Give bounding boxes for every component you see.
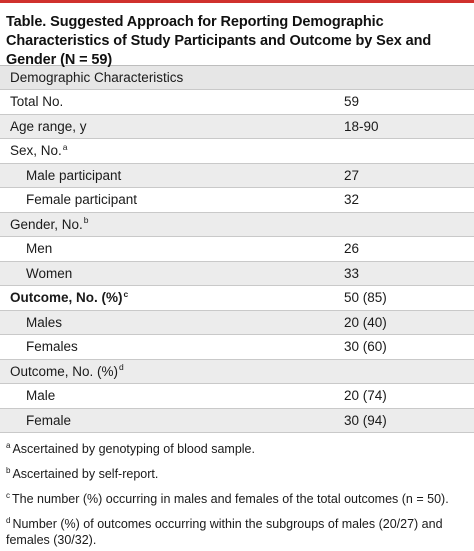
table-footnotes: a Ascertained by genotyping of blood samp… — [0, 441, 474, 548]
row-value: 26 — [344, 241, 360, 257]
footnote-mark: c — [123, 288, 129, 299]
table-row: Outcome, No. (%)d — [0, 359, 474, 384]
table-row: Women 33 — [0, 261, 474, 286]
footnote-b: b Ascertained by self-report. — [6, 466, 474, 482]
row-value: 20 (74) — [344, 388, 387, 404]
demographics-table: Demographic Characteristics Total No. 59… — [0, 65, 474, 433]
table-title: Table. Suggested Approach for Reporting … — [6, 14, 432, 68]
footnote-c: c The number (%) occurring in males and f… — [6, 491, 474, 507]
footnote-mark: a — [62, 141, 68, 152]
table-row: Outcome, No. (%)c 50 (85) — [0, 286, 474, 311]
row-value: 59 — [344, 94, 360, 110]
footnote-text: Ascertained by self-report. — [12, 467, 159, 481]
table-header-row: Demographic Characteristics — [0, 66, 474, 90]
row-value: 33 — [344, 265, 360, 281]
row-label: Female — [26, 412, 72, 428]
row-value: 27 — [344, 167, 360, 183]
table-row: Men 26 — [0, 237, 474, 262]
row-label: Male participant — [26, 167, 122, 183]
row-value: 20 (40) — [344, 314, 387, 330]
table-row: Females 30 (60) — [0, 335, 474, 360]
footnote-mark: d — [119, 362, 124, 373]
table-row: Gender, No.b — [0, 212, 474, 237]
row-label-text: Outcome, No. (%) — [10, 363, 119, 379]
row-label: Women — [26, 265, 73, 281]
row-label-text: Sex, No. — [10, 143, 62, 159]
footnote-mark: b — [6, 465, 11, 475]
table-row: Male participant 27 — [0, 163, 474, 188]
table-row: Males 20 (40) — [0, 310, 474, 335]
footnote-mark: c — [6, 490, 10, 500]
table-row: Sex, No.a — [0, 139, 474, 164]
table-row: Total No. 59 — [0, 90, 474, 115]
row-value: 30 (94) — [344, 412, 387, 428]
row-label-text: Outcome, No. (%) — [10, 290, 123, 306]
row-label: Outcome, No. (%)d — [0, 362, 344, 379]
row-label: Female participant — [26, 192, 138, 208]
top-accent-rule — [0, 0, 474, 3]
row-value: 30 (60) — [344, 339, 387, 355]
footnote-mark: a — [6, 440, 11, 450]
row-label: Age range, y — [10, 118, 87, 134]
row-value: 50 (85) — [344, 290, 387, 306]
header-label: Demographic Characteristics — [10, 70, 184, 85]
row-label: Sex, No.a — [0, 141, 344, 159]
table-row: Female 30 (94) — [0, 408, 474, 433]
row-value: 18-90 — [344, 118, 379, 134]
row-label: Outcome, No. (%)c — [0, 288, 344, 306]
table-row: Female participant 32 — [0, 188, 474, 213]
footnote-text: The number (%) occurring in males and fe… — [12, 492, 449, 506]
row-label: Females — [26, 339, 78, 355]
table-row: Male 20 (74) — [0, 384, 474, 409]
row-label-text: Gender, No. — [10, 216, 83, 232]
row-label: Gender, No.b — [0, 215, 344, 232]
row-value: 32 — [344, 192, 360, 208]
footnote-text: Number (%) of outcomes occurring within … — [6, 517, 443, 547]
row-label: Total No. — [10, 94, 64, 110]
footnote-text: Ascertained by genotyping of blood sampl… — [12, 442, 255, 456]
footnote-a: a Ascertained by genotyping of blood samp… — [6, 441, 474, 457]
footnote-mark: b — [83, 215, 89, 226]
row-label: Men — [26, 241, 53, 257]
table-row: Age range, y 18-90 — [0, 114, 474, 139]
footnote-mark: d — [6, 515, 11, 525]
row-label: Male — [26, 388, 56, 404]
row-label: Males — [26, 314, 63, 330]
footnote-d: d Number (%) of outcomes occurring within… — [6, 516, 474, 548]
